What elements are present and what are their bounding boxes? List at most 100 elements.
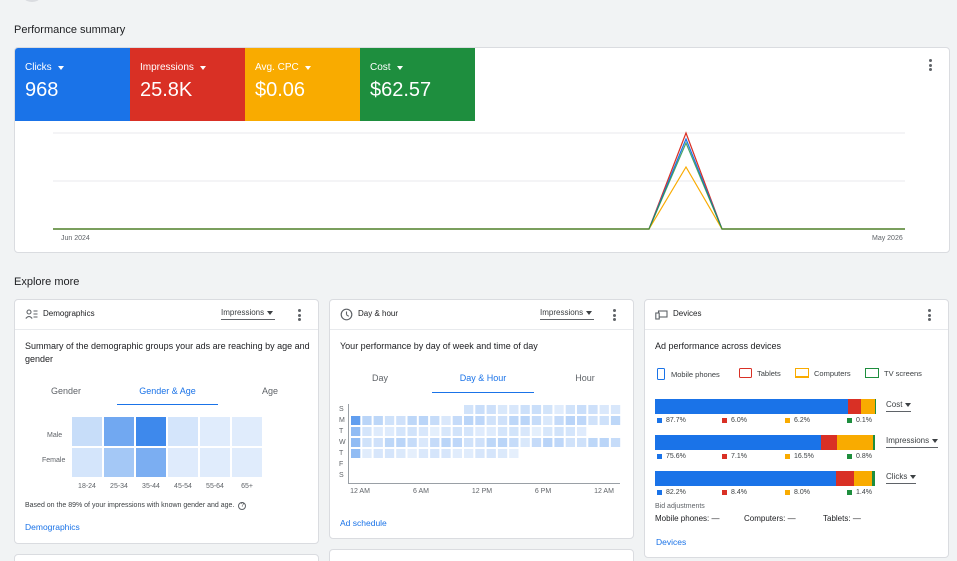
ad-schedule-link[interactable]: Ad schedule	[340, 518, 387, 528]
heat-cell[interactable]	[565, 427, 575, 436]
heat-cell[interactable]	[384, 416, 395, 425]
more-options-icon[interactable]	[608, 308, 620, 322]
heat-cell[interactable]	[351, 449, 361, 458]
heat-cell[interactable]	[441, 416, 451, 425]
heat-cell[interactable]	[430, 449, 440, 458]
heat-cell[interactable]	[588, 416, 598, 425]
heat-cell[interactable]	[486, 449, 496, 458]
heat-cell[interactable]	[464, 405, 474, 414]
heat-cell[interactable]	[543, 416, 553, 425]
demographics-link[interactable]: Demographics	[25, 522, 80, 532]
heat-cell[interactable]	[464, 427, 474, 436]
heat-cell[interactable]	[200, 448, 230, 477]
heat-cell[interactable]	[441, 438, 451, 447]
bar-segment[interactable]	[874, 399, 876, 414]
bar-segment[interactable]	[836, 435, 874, 450]
heat-cell[interactable]	[610, 405, 621, 414]
tab-gender-and-age[interactable]: Gender & Age	[139, 386, 196, 396]
heat-cell[interactable]	[565, 438, 575, 447]
heat-cell[interactable]	[104, 448, 134, 477]
heat-cell[interactable]	[543, 427, 553, 436]
heat-cell[interactable]	[475, 427, 485, 436]
heat-cell[interactable]	[418, 438, 429, 447]
heat-cell[interactable]	[554, 416, 564, 425]
heat-cell[interactable]	[407, 438, 417, 447]
heat-cell[interactable]	[452, 427, 462, 436]
heat-cell[interactable]	[464, 416, 474, 425]
bar-segment[interactable]	[655, 471, 836, 486]
heat-cell[interactable]	[430, 438, 440, 447]
heat-cell[interactable]	[520, 405, 530, 414]
metric-dropdown[interactable]: Impressions	[221, 308, 275, 320]
heat-cell[interactable]	[520, 427, 530, 436]
heat-cell[interactable]	[430, 427, 440, 436]
heat-cell[interactable]	[475, 449, 485, 458]
heat-cell[interactable]	[418, 427, 429, 436]
bar-segment[interactable]	[847, 399, 862, 414]
metric-dropdown[interactable]: Impressions	[540, 308, 594, 320]
heat-cell[interactable]	[407, 416, 417, 425]
heat-cell[interactable]	[486, 416, 496, 425]
heat-cell[interactable]	[136, 417, 166, 446]
heat-cell[interactable]	[362, 416, 372, 425]
heat-cell[interactable]	[475, 438, 485, 447]
heat-cell[interactable]	[599, 438, 609, 447]
bar-metric-dropdown[interactable]: Clicks	[886, 472, 917, 484]
heat-cell[interactable]	[543, 438, 553, 447]
heat-cell[interactable]	[373, 438, 383, 447]
heat-cell[interactable]	[475, 405, 485, 414]
heat-cell[interactable]	[430, 416, 440, 425]
heat-cell[interactable]	[486, 427, 496, 436]
heat-cell[interactable]	[554, 405, 564, 414]
heat-cell[interactable]	[464, 449, 474, 458]
tab-gender[interactable]: Gender	[50, 386, 82, 396]
heat-cell[interactable]	[396, 416, 406, 425]
heat-cell[interactable]	[418, 449, 429, 458]
heat-cell[interactable]	[531, 416, 542, 425]
heat-cell[interactable]	[136, 448, 166, 477]
heat-cell[interactable]	[588, 438, 598, 447]
heat-cell[interactable]	[577, 438, 587, 447]
heat-cell[interactable]	[351, 416, 361, 425]
bar-metric-dropdown[interactable]: Impressions	[886, 436, 939, 448]
heat-cell[interactable]	[418, 416, 429, 425]
heat-cell[interactable]	[531, 405, 542, 414]
tab-day-and-hour[interactable]: Day & Hour	[459, 373, 507, 383]
heat-cell[interactable]	[373, 416, 383, 425]
heat-cell[interactable]	[486, 405, 496, 414]
tab-hour[interactable]: Hour	[575, 373, 595, 383]
heat-cell[interactable]	[384, 427, 395, 436]
tab-age[interactable]: Age	[261, 386, 278, 396]
devices-link[interactable]: Devices	[656, 537, 687, 547]
heat-cell[interactable]	[577, 427, 587, 436]
bar-segment[interactable]	[655, 435, 822, 450]
heat-cell[interactable]	[232, 417, 262, 446]
heat-cell[interactable]	[362, 449, 372, 458]
heat-cell[interactable]	[531, 427, 542, 436]
heat-cell[interactable]	[509, 427, 519, 436]
heat-cell[interactable]	[373, 427, 383, 436]
heat-cell[interactable]	[588, 405, 598, 414]
heat-cell[interactable]	[351, 427, 361, 436]
heat-cell[interactable]	[497, 405, 508, 414]
more-options-icon[interactable]	[923, 308, 935, 322]
heat-cell[interactable]	[554, 438, 564, 447]
heat-cell[interactable]	[396, 438, 406, 447]
metric-avg-cpc[interactable]: Avg. CPC $0.06	[245, 48, 360, 121]
metric-impressions[interactable]: Impressions 25.8K	[130, 48, 245, 121]
metric-cost[interactable]: Cost $62.57	[360, 48, 475, 121]
heat-cell[interactable]	[373, 449, 383, 458]
heat-cell[interactable]	[407, 449, 417, 458]
heat-cell[interactable]	[610, 438, 621, 447]
heat-cell[interactable]	[168, 417, 198, 446]
heat-cell[interactable]	[497, 449, 508, 458]
heat-cell[interactable]	[407, 427, 417, 436]
heat-cell[interactable]	[599, 405, 609, 414]
avatar[interactable]	[20, 0, 44, 2]
bar-metric-dropdown[interactable]: Cost	[886, 400, 912, 412]
heat-cell[interactable]	[362, 438, 372, 447]
heat-cell[interactable]	[441, 427, 451, 436]
more-options-icon[interactable]	[924, 58, 936, 72]
heat-cell[interactable]	[200, 417, 230, 446]
heat-cell[interactable]	[565, 405, 575, 414]
